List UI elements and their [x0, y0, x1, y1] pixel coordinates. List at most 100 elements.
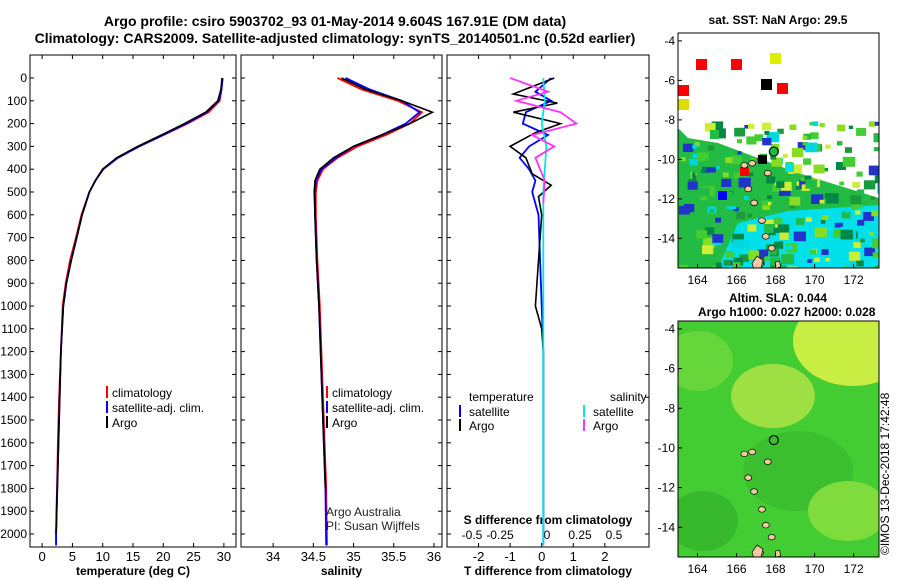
- legend-swatch: [583, 419, 585, 431]
- sst-pixel: [778, 186, 791, 196]
- sst-pixel: [712, 234, 724, 243]
- sst-pixel: [856, 189, 865, 196]
- sst-pixel: [855, 210, 861, 215]
- sst-pixel: [793, 231, 806, 242]
- sst-pixel: [791, 147, 804, 158]
- x-tick-label: 0: [39, 549, 46, 564]
- x-tick-label: 35.5: [381, 549, 406, 564]
- map-y-tick-label: -6: [664, 73, 675, 87]
- sst-pixel: [680, 171, 691, 180]
- sst-pixel: [812, 121, 819, 127]
- x-tick-label: 10: [95, 549, 109, 564]
- sst-pixel: [721, 178, 732, 187]
- sst-pixel: [696, 230, 707, 239]
- sst-pixel: [774, 241, 784, 249]
- x-tick-label: 0: [538, 549, 545, 564]
- sst-pixel: [819, 199, 825, 204]
- map-y-tick-label: -14: [658, 520, 676, 534]
- sst-pixel: [802, 135, 808, 140]
- sst-pixel: [840, 229, 853, 240]
- sst-pixel: [825, 144, 831, 149]
- sst-pixel: [826, 193, 839, 204]
- map-y-tick-label: -14: [658, 231, 676, 245]
- sst-pixel: [697, 152, 709, 162]
- island-shape: [750, 199, 758, 206]
- sst-pixel: [764, 130, 770, 135]
- depth-tick-label: 1600: [0, 436, 27, 450]
- island-shape: [744, 185, 753, 193]
- sst-pixel: [689, 158, 698, 166]
- sst-pixel: [856, 171, 863, 177]
- sst-pixel: [682, 143, 694, 152]
- sst-pixel: [870, 196, 876, 201]
- island-shape: [744, 474, 753, 481]
- sst-pixel: [864, 247, 875, 257]
- series-line-salinity-argo: [509, 77, 579, 204]
- sst-pixel: [693, 250, 699, 255]
- map-y-tick-label: -8: [664, 401, 675, 415]
- sst-pixel: [837, 124, 846, 132]
- sst-pixel: [704, 122, 716, 132]
- depth-tick-label: 1500: [0, 413, 27, 427]
- depth-tick-label: 2000: [0, 527, 27, 541]
- sst-pixel: [747, 224, 757, 232]
- depth-tick-label: 1200: [0, 345, 27, 359]
- depth-tick-label: 1800: [0, 481, 27, 495]
- sst-pixel: [853, 242, 861, 249]
- sst-pixel: [713, 128, 726, 139]
- sst-pixel: [688, 175, 697, 182]
- x-tick-label: 15: [126, 549, 140, 564]
- sst-pixel: [838, 222, 843, 227]
- sst-pixel: [846, 261, 855, 268]
- sst-pixel: [873, 147, 879, 152]
- sst-pixel: [833, 229, 844, 238]
- island-shape: [767, 245, 776, 252]
- map-frame-sla: [677, 320, 880, 558]
- sst-pixel: [787, 266, 798, 268]
- sst-pixel: [770, 257, 781, 266]
- legend-label: climatology: [332, 386, 392, 400]
- sst-isolated-pixel: [731, 59, 742, 70]
- sla-low-blob: [678, 491, 738, 551]
- map-y-tick-label: -4: [664, 322, 675, 336]
- sst-pixel: [764, 224, 776, 233]
- legend-label: satellite: [593, 405, 634, 419]
- sst-pixel: [795, 185, 801, 190]
- sst-pixel: [727, 231, 733, 236]
- x-tick-label: -1: [504, 549, 516, 564]
- island-shape: [775, 549, 781, 557]
- depth-tick-label: 1100: [1, 322, 27, 336]
- sst-pixel: [680, 157, 686, 162]
- sst-pixel: [702, 245, 714, 255]
- sst-pixel: [774, 182, 779, 186]
- sst-pixel: [850, 195, 862, 205]
- sst-pixel: [754, 134, 764, 142]
- credit-line: PI: Susan Wijffels: [326, 519, 420, 533]
- depth-tick-label: 200: [7, 117, 27, 131]
- sst-pixel: [820, 220, 826, 224]
- map-x-tick-label: 172: [844, 562, 864, 576]
- x-axis-label: temperature (deg C): [76, 564, 190, 578]
- sst-pixel: [776, 181, 785, 188]
- series-line-argo: [313, 77, 435, 489]
- sst-pixel: [748, 172, 754, 177]
- sst-pixel: [705, 159, 716, 168]
- sst-pixel: [797, 142, 808, 151]
- x-tick-label: 5: [69, 549, 76, 564]
- sst-pixel: [758, 160, 768, 169]
- depth-tick-label: 1700: [0, 459, 27, 473]
- secondary-x-axis-label: S difference from climatology: [464, 513, 633, 527]
- x-tick-label: 2: [601, 549, 608, 564]
- depth-tick-label: 1300: [0, 367, 27, 381]
- sst-isolated-pixel: [710, 130, 719, 139]
- map-x-tick-label: 170: [805, 273, 825, 287]
- sst-pixel: [802, 142, 807, 146]
- sst-pixel: [822, 215, 829, 221]
- legend-swatch: [459, 419, 461, 431]
- sst-pixel: [789, 204, 795, 209]
- map-x-tick-label: 166: [727, 562, 747, 576]
- sst-pixel: [814, 227, 827, 237]
- sst-pixel: [699, 194, 708, 201]
- legend-heading: salinity: [610, 390, 647, 404]
- sst-pixel: [736, 139, 742, 144]
